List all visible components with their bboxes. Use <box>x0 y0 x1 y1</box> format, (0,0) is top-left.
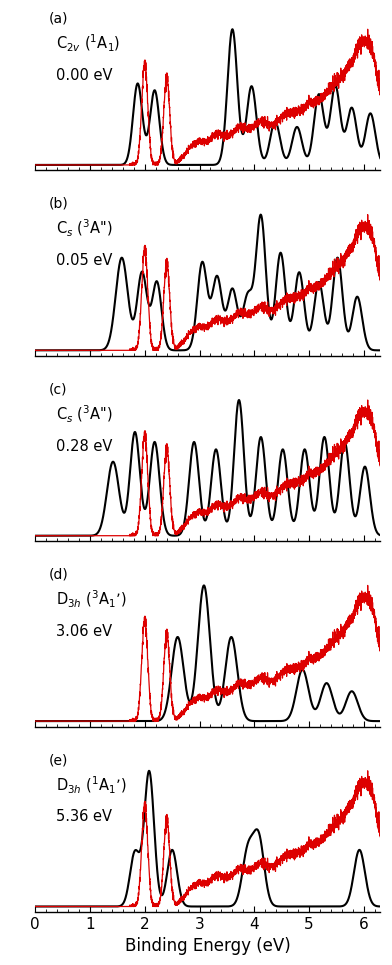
Text: C$_s$ ($^3$A"): C$_s$ ($^3$A") <box>56 403 113 425</box>
Text: 0.05 eV: 0.05 eV <box>56 253 113 268</box>
Text: 0.00 eV: 0.00 eV <box>56 68 113 83</box>
Text: C$_{2v}$ ($^1$A$_1$): C$_{2v}$ ($^1$A$_1$) <box>56 33 120 54</box>
X-axis label: Binding Energy (eV): Binding Energy (eV) <box>125 937 290 955</box>
Text: 5.36 eV: 5.36 eV <box>56 810 112 824</box>
Text: 3.06 eV: 3.06 eV <box>56 624 112 639</box>
Text: 0.28 eV: 0.28 eV <box>56 438 113 454</box>
Text: D$_{3h}$ ($^3$A$_1$’): D$_{3h}$ ($^3$A$_1$’) <box>56 590 127 610</box>
Text: (c): (c) <box>49 382 67 397</box>
Text: (b): (b) <box>49 197 69 210</box>
Text: (e): (e) <box>49 753 69 767</box>
Text: (d): (d) <box>49 567 69 582</box>
Text: C$_s$ ($^3$A"): C$_s$ ($^3$A") <box>56 218 113 239</box>
Text: (a): (a) <box>49 12 69 25</box>
Text: D$_{3h}$ ($^1$A$_1$’): D$_{3h}$ ($^1$A$_1$’) <box>56 775 127 795</box>
